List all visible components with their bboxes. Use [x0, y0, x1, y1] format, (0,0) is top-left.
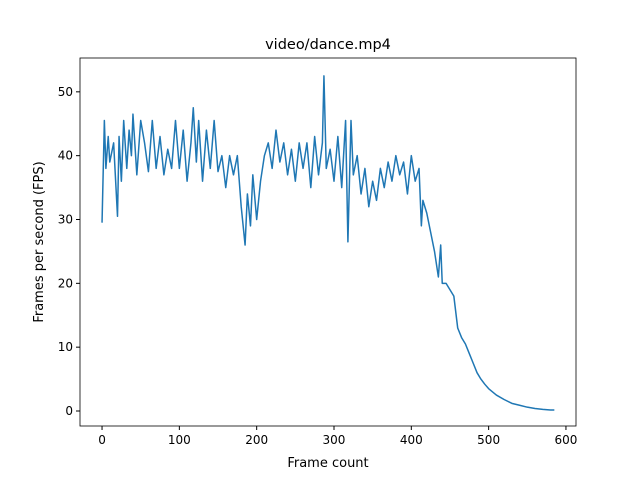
x-axis-label: Frame count	[287, 456, 368, 471]
plot-frame	[79, 57, 577, 427]
x-tick-label: 100	[168, 433, 191, 447]
y-tick-label: 50	[58, 85, 73, 99]
y-tick-label: 10	[58, 340, 73, 354]
chart-title: video/dance.mp4	[265, 37, 391, 53]
y-tick-label: 40	[58, 149, 73, 163]
y-axis-label: Frames per second (FPS)	[32, 161, 47, 322]
x-tick-label: 600	[554, 433, 577, 447]
x-tick-label: 300	[323, 433, 346, 447]
x-tick-label: 500	[477, 433, 500, 447]
x-tick-label: 200	[245, 433, 268, 447]
y-tick-label: 20	[58, 276, 73, 290]
y-tick-label: 0	[65, 404, 73, 418]
y-tick-label: 30	[58, 212, 73, 226]
x-tick-label: 0	[98, 433, 106, 447]
x-tick-label: 400	[400, 433, 423, 447]
line-series	[101, 75, 555, 411]
